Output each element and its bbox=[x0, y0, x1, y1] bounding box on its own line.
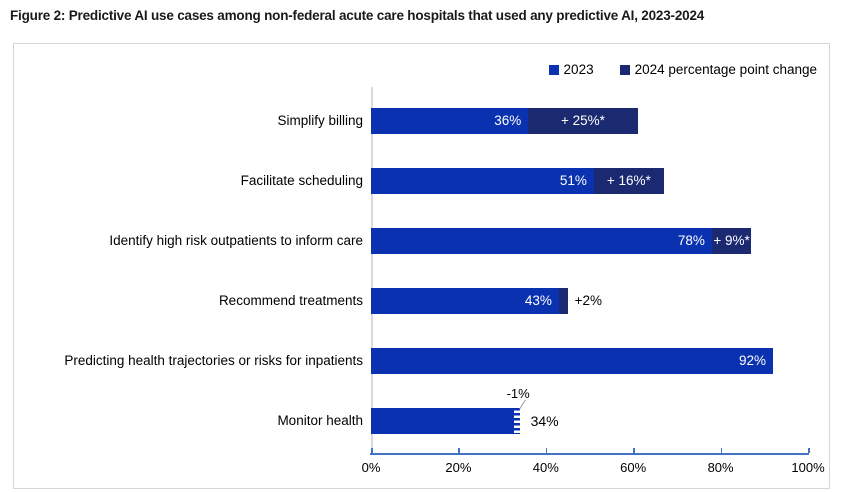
figure-title: Figure 2: Predictive AI use cases among … bbox=[10, 8, 705, 23]
x-axis-tick-label: 60% bbox=[620, 460, 647, 475]
bar-value-label: 78% bbox=[677, 233, 705, 248]
legend-label-2023: 2023 bbox=[563, 62, 594, 77]
x-axis-tick bbox=[458, 448, 460, 453]
change-value-label: + 9%* bbox=[713, 233, 750, 248]
x-axis-tick-label: 80% bbox=[707, 460, 734, 475]
change-value-label: + 16%* bbox=[606, 173, 651, 188]
category-label: Monitor health bbox=[277, 413, 363, 429]
legend-label-2024-change: 2024 percentage point change bbox=[634, 62, 817, 77]
bar-2023: 36% bbox=[371, 108, 529, 134]
change-value-label: +2% bbox=[574, 293, 603, 308]
bar-2023 bbox=[371, 408, 514, 434]
legend-swatch-2024-icon bbox=[619, 64, 630, 75]
bar-2024-change: + 9%* bbox=[711, 228, 752, 254]
x-axis-tick bbox=[371, 448, 373, 453]
change-callout-label: -1% bbox=[506, 386, 530, 401]
chart-legend: 2023 2024 percentage point change bbox=[548, 62, 817, 77]
bar-2023: 78% bbox=[371, 228, 712, 254]
category-label: Recommend treatments bbox=[218, 293, 363, 309]
x-axis-tick-label: 20% bbox=[445, 460, 472, 475]
bar-2024-change: + 25%* bbox=[528, 108, 638, 134]
bar-2023: 51% bbox=[371, 168, 594, 194]
category-label: Predicting health trajectories or risks … bbox=[64, 353, 363, 369]
legend-item-2023: 2023 bbox=[548, 62, 594, 77]
x-axis-tick bbox=[633, 448, 635, 453]
x-axis-tick-label: 40% bbox=[532, 460, 559, 475]
legend-swatch-2023-icon bbox=[548, 64, 559, 75]
legend-item-2024-change: 2024 percentage point change bbox=[619, 62, 817, 77]
chart-container: 2023 2024 percentage point change Simpli… bbox=[13, 43, 830, 489]
category-label: Simplify billing bbox=[277, 113, 363, 129]
x-axis-tick bbox=[545, 448, 548, 453]
category-label: Identify high risk outpatients to inform… bbox=[109, 233, 363, 249]
bar-2023: 92% bbox=[371, 348, 774, 374]
bar-2024-change: + 16%* bbox=[593, 168, 664, 194]
bar-value-label: 43% bbox=[524, 293, 552, 308]
x-axis-tick bbox=[808, 448, 810, 453]
bar-value-label: 36% bbox=[494, 113, 522, 128]
bar-value-label-outside: 34% bbox=[530, 413, 559, 429]
bar-value-label: 51% bbox=[559, 173, 587, 188]
y-axis-baseline bbox=[371, 87, 373, 453]
x-axis-tick-label: 0% bbox=[361, 460, 381, 475]
bar-2023: 43% bbox=[371, 288, 559, 314]
bar-value-label: 92% bbox=[739, 353, 767, 368]
category-label: Facilitate scheduling bbox=[240, 173, 363, 189]
decline-hatch-segment bbox=[513, 408, 520, 434]
callout-leader-line bbox=[518, 399, 526, 410]
bar-2024-change bbox=[558, 288, 568, 314]
x-axis-tick-label: 100% bbox=[791, 460, 825, 475]
change-value-label: + 25%* bbox=[560, 113, 605, 128]
x-axis-tick bbox=[720, 448, 723, 453]
x-axis-line bbox=[370, 453, 809, 455]
